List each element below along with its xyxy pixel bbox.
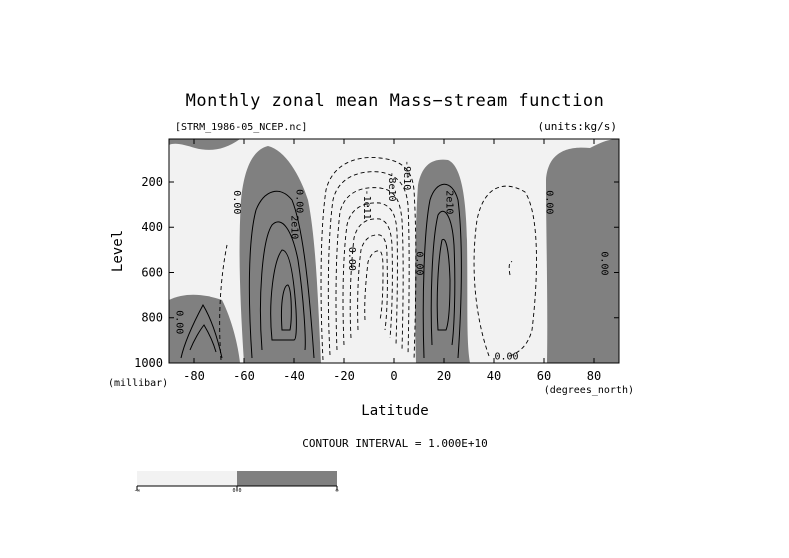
y-axis-title: Level <box>110 230 126 272</box>
x-tick-label: -60 <box>233 369 255 383</box>
contour-line <box>327 171 410 356</box>
contour-line <box>219 244 228 361</box>
y-tick-label: 200 <box>141 175 163 189</box>
contour-line <box>270 249 297 341</box>
units-label: (units:kg/s) <box>538 120 617 133</box>
contour-line <box>248 190 315 359</box>
contour-label: 0.00 <box>346 247 357 271</box>
positive-region-southern-polar <box>169 294 240 363</box>
contour-label: -1e11 <box>361 190 372 220</box>
color-bar-light-swatch <box>137 471 237 486</box>
y-tick-label: 800 <box>141 311 163 325</box>
contour-label: 0.00 <box>544 190 555 214</box>
contour-line <box>430 210 456 346</box>
y-tick-label: 400 <box>141 220 163 234</box>
x-axis: -80 -60 -40 -20 0 20 40 60 80 <box>183 139 601 383</box>
contour-label: 2e10 <box>444 190 455 214</box>
contour-label: 0.00 <box>174 310 185 334</box>
y-axis: 200 400 600 800 1000 <box>134 175 619 370</box>
color-bar-level-label: ∞ <box>335 488 338 494</box>
x-unit-label: (degrees_north) <box>544 385 634 396</box>
contour-labels: 0.00 0.00 2e10 0.00 0.00 -1e11 -8e10 -9e10 0.00 2… <box>174 160 610 362</box>
contour-line <box>364 250 384 321</box>
contour-label: 0.00 <box>414 251 425 275</box>
x-tick-label: -40 <box>283 369 305 383</box>
contour-line <box>335 187 404 351</box>
contour-label: 0.00 <box>494 352 518 363</box>
contour-label: 2e10 <box>289 215 300 239</box>
negative-contours <box>219 157 537 361</box>
x-tick-label: 60 <box>537 369 551 383</box>
contour-label: 0.00 <box>294 189 305 213</box>
positive-contours <box>180 183 462 359</box>
x-tick-label: -80 <box>183 369 205 383</box>
y-tick-label: 1000 <box>134 356 163 370</box>
contour-line <box>508 261 513 276</box>
contour-label: 0.00 <box>231 190 242 214</box>
contour-line <box>259 221 306 351</box>
color-bar: -∞ 0.0 ∞ <box>134 471 339 494</box>
x-tick-label: -20 <box>333 369 355 383</box>
contour-line <box>357 234 388 331</box>
x-axis-title: Latitude <box>361 403 428 419</box>
contour-line <box>473 185 537 357</box>
y-unit-label: (millibar) <box>108 378 168 389</box>
contour-line <box>320 157 417 361</box>
contour-line <box>189 324 217 353</box>
contour-label: 0.00 <box>599 251 610 275</box>
color-bar-level-label: -∞ <box>134 488 140 494</box>
contour-line <box>180 303 223 359</box>
contour-label: -8e10 <box>386 171 397 201</box>
contour-line <box>342 202 398 346</box>
contour-line <box>281 284 292 331</box>
positive-region-top-strip <box>169 139 240 150</box>
positive-region-northern-polar <box>546 139 619 363</box>
contour-line <box>349 218 393 339</box>
color-bar-dark-swatch <box>237 471 337 486</box>
contour-interval-label: CONTOUR INTERVAL = 1.000E+10 <box>302 437 487 450</box>
y-tick-label: 600 <box>141 265 163 279</box>
x-tick-label: 80 <box>587 369 601 383</box>
color-bar-level-label: 0.0 <box>232 488 241 494</box>
x-tick-label: 0 <box>390 369 397 383</box>
x-tick-label: 20 <box>437 369 451 383</box>
x-tick-label: 40 <box>487 369 501 383</box>
contour-line <box>436 238 451 331</box>
source-label: [STRM_1986-05_NCEP.nc] <box>175 122 307 133</box>
contour-line <box>422 183 462 359</box>
chart-title: Monthly zonal mean Mass−stream function <box>186 91 605 111</box>
plot-area: 0.00 0.00 2e10 0.00 0.00 -1e11 -8e10 -9e10 0.00 2… <box>168 138 620 364</box>
contour-label: -9e10 <box>401 160 412 190</box>
